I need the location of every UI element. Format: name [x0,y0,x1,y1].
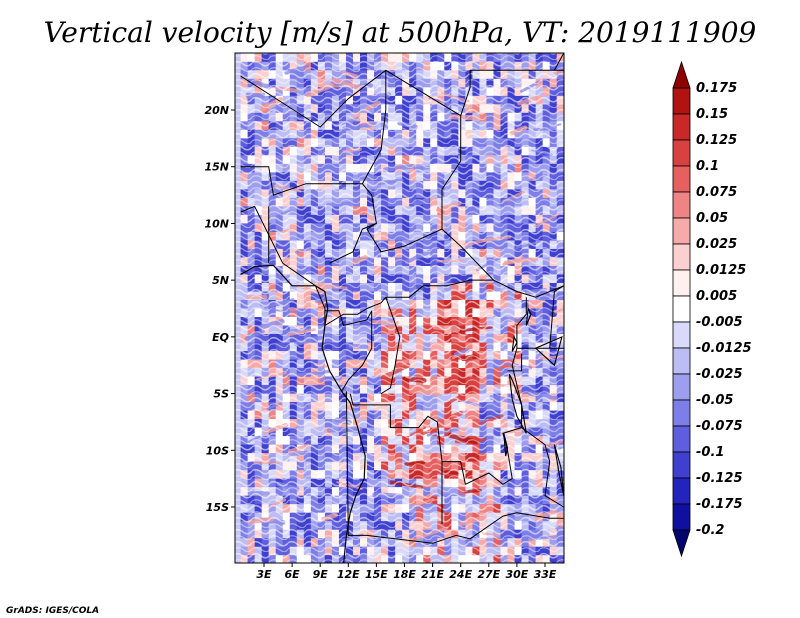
country-border [349,393,523,485]
colorbar-swatch [672,477,691,505]
colorbar-label: -0.025 [696,367,743,382]
plot-area: 3E 6E 9E 12E 15E 18E 21E 24E 27E 30E 33E 20N 15N 10N… [204,52,565,581]
x-tick-label: 6E [285,568,301,581]
lake-outline [525,306,532,326]
country-border [549,285,564,349]
colorbar-label: 0.005 [696,289,737,304]
country-border [345,391,564,544]
country-border [511,297,527,406]
colorbar-swatch [672,347,691,375]
colorbar-swatch [672,451,691,479]
colorbar-label: 0.15 [696,107,728,122]
x-tick-label: 9E [313,568,329,581]
y-tick-label: 5N [212,274,229,287]
x-tick-label: 33E [534,568,557,581]
country-border [460,70,471,116]
x-tick-label: 21E [421,568,444,581]
colorbar-swatch [672,529,691,558]
colorbar-swatch [672,503,691,531]
credit-text: GrADS: IGES/COLA [6,606,99,616]
country-border [341,310,373,392]
colorbar-swatch [672,191,691,219]
colorbar-swatch [672,60,691,89]
x-tick-label: 27E [477,568,500,581]
colorbar-label: -0.075 [696,419,743,434]
velocity-field [235,53,564,563]
y-tick-label: 15S [206,501,229,514]
colorbar-swatch [672,321,691,349]
colorbar-swatch [672,269,691,297]
country-border [553,53,564,71]
x-tick-label: 24E [449,568,472,581]
country-border [380,297,401,395]
x-tick-label: 3E [256,568,272,581]
country-border [361,70,443,253]
colorbar-label: 0.0125 [696,263,746,278]
colorbar-label: 0.125 [696,133,737,148]
colorbar-label: 0.075 [696,185,737,200]
colorbar-label: 0.025 [696,237,737,252]
colorbar-swatch [672,243,691,271]
lake-outline [508,374,527,434]
country-border [507,353,523,372]
x-tick-label: 30E [505,568,528,581]
colorbar-swatch [672,399,691,427]
field-contour-texture [235,53,564,563]
lake-outline [503,433,509,457]
y-tick-label: EQ [212,331,229,344]
y-tick-label: 10N [204,217,229,230]
country-borders [240,53,564,563]
colorbar-label: -0.0125 [696,341,752,356]
coastline [240,264,366,563]
colorbar-swatch [672,373,691,401]
plot-frame [234,52,565,564]
colorbar-label: -0.1 [696,445,724,460]
colorbar-label: -0.175 [696,497,743,512]
country-border [521,427,564,508]
y-tick-label: 20N [204,104,229,117]
colorbar-swatch [672,217,691,245]
country-border [329,222,377,264]
lake-outline [511,335,518,352]
lake-outline [534,335,563,367]
x-tick-label: 18E [393,568,416,581]
colorbar-label: -0.2 [696,523,724,538]
x-axis: 3E 6E 9E 12E 15E 18E 21E 24E 27E 30E 33E [256,563,557,581]
colorbar-swatch [672,113,691,141]
colorbar-label: -0.005 [696,315,743,330]
country-border [324,310,373,326]
colorbar-swatch [672,165,691,193]
colorbar-swatch [672,295,691,323]
country-border [240,166,363,196]
y-tick-label: 15N [204,161,229,174]
colorbar-label: 0.05 [696,211,728,226]
colorbar-legend: 0.175 0.15 0.125 0.1 0.075 0.05 0.025 0.0125 0.0… [672,60,752,558]
x-tick-label: 15E [365,568,388,581]
y-axis: 20N 15N 10N 5N EQ 5S 10S 15S [204,104,235,514]
colorbar-swatch [672,425,691,453]
y-tick-label: 5S [213,388,229,401]
colorbar-label: -0.05 [696,393,733,408]
colorbar-label: -0.125 [696,471,743,486]
colorbar-swatch [672,87,691,115]
y-tick-label: 10S [206,444,229,457]
colorbar-label: 0.175 [696,81,737,96]
x-tick-label: 12E [337,568,360,581]
country-border [240,69,564,298]
colorbar-swatch [672,139,691,167]
colorbar-label: 0.1 [696,159,719,174]
chart-title: Vertical velocity [m/s] at 500hPa, VT: 2… [44,16,757,49]
